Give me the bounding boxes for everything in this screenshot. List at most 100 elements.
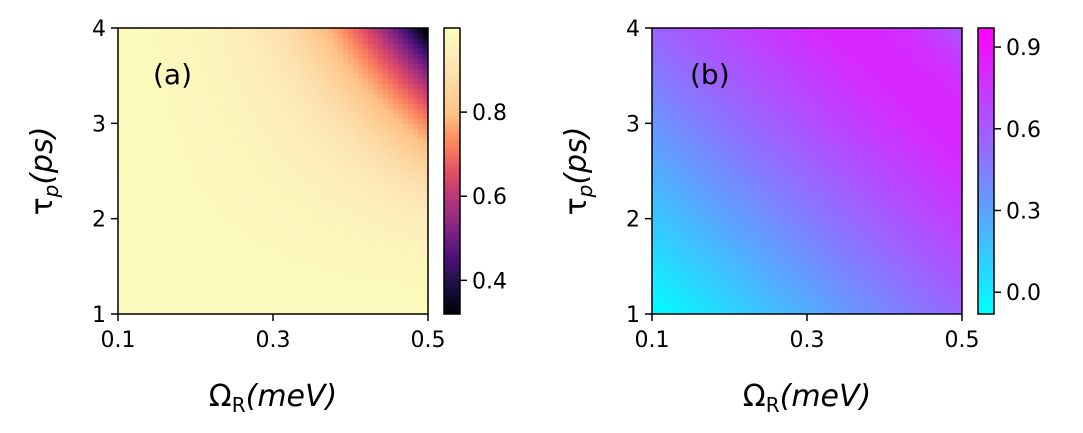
heatmap-cell [687, 278, 693, 285]
heatmap-cell [193, 118, 199, 124]
heatmap-cell [173, 168, 179, 175]
heatmap-cell [328, 308, 334, 314]
heatmap-cell [183, 103, 189, 109]
heatmap-cell [722, 198, 728, 205]
heatmap-cell [188, 248, 194, 255]
heatmap-cell [757, 143, 763, 150]
heatmap-cell [707, 193, 713, 200]
heatmap-cell [712, 268, 718, 275]
heatmap-cell [298, 28, 304, 34]
heatmap-cell [143, 128, 149, 134]
heatmap-cell [363, 58, 369, 64]
heatmap-cell [158, 188, 164, 195]
heatmap-cell [118, 58, 124, 64]
heatmap-cell [767, 258, 773, 265]
heatmap-cell [732, 68, 738, 74]
heatmap-cell [143, 158, 149, 165]
heatmap-cell [128, 178, 134, 185]
heatmap-cell [308, 133, 314, 139]
heatmap-cell [732, 123, 738, 129]
heatmap-cell [238, 113, 244, 119]
heatmap-cell [253, 178, 259, 185]
heatmap-cell [153, 233, 159, 240]
heatmap-cell [298, 148, 304, 155]
heatmap-cell [752, 133, 758, 139]
heatmap-cell [318, 258, 324, 265]
heatmap-cell [218, 143, 224, 150]
heatmap-cell [168, 148, 174, 155]
heatmap-cell [747, 288, 753, 295]
heatmap-cell [388, 273, 394, 280]
heatmap-cell [273, 293, 279, 300]
heatmap-cell [233, 153, 239, 160]
heatmap-cell [393, 183, 399, 190]
heatmap-cell [348, 63, 354, 69]
heatmap-cell [143, 218, 149, 225]
heatmap-cell [168, 218, 174, 225]
heatmap-cell [198, 248, 204, 255]
heatmap-cell [343, 178, 349, 185]
heatmap-cell [198, 73, 204, 79]
heatmap-cell [223, 68, 229, 74]
heatmap-cell [178, 223, 184, 230]
heatmap-cell [258, 98, 264, 104]
heatmap-cell [148, 208, 154, 215]
heatmap-cell [213, 303, 219, 310]
heatmap-cell [398, 53, 404, 59]
heatmap-cell [737, 308, 743, 314]
heatmap-cell [747, 243, 753, 250]
heatmap-cell [188, 98, 194, 104]
heatmap-cell [358, 268, 364, 275]
heatmap-cell [343, 28, 349, 34]
heatmap-cell [168, 308, 174, 314]
heatmap-cell [772, 208, 778, 215]
heatmap-cell [263, 248, 269, 255]
heatmap-cell [163, 238, 169, 245]
heatmap-cell [153, 63, 159, 69]
heatmap-cell [398, 78, 404, 84]
heatmap-cell [138, 153, 144, 160]
heatmap-cell [338, 273, 344, 280]
heatmap-cell [123, 178, 129, 185]
heatmap-cell [408, 38, 414, 44]
heatmap-cell [128, 148, 134, 155]
heatmap-cell [248, 33, 254, 39]
heatmap-cell [148, 283, 154, 290]
heatmap-cell [343, 248, 349, 255]
heatmap-cell [203, 288, 209, 295]
heatmap-cell [353, 198, 359, 205]
heatmap-cell [158, 198, 164, 205]
heatmap-cell [298, 163, 304, 170]
heatmap-cell [677, 68, 683, 74]
heatmap-cell [243, 238, 249, 245]
heatmap-cell [383, 133, 389, 139]
heatmap-cell [353, 88, 359, 94]
heatmap-cell [278, 203, 284, 210]
heatmap-cell [657, 268, 663, 275]
heatmap-cell [158, 248, 164, 255]
heatmap-cell [408, 238, 414, 245]
heatmap-cell [672, 253, 678, 260]
heatmap-cell [697, 108, 703, 114]
heatmap-cell [248, 288, 254, 295]
heatmap-cell [268, 263, 274, 270]
heatmap-cell [213, 268, 219, 275]
heatmap-cell [413, 103, 419, 109]
heatmap-cell [183, 268, 189, 275]
heatmap-cell [273, 28, 279, 34]
heatmap-cell [253, 273, 259, 280]
heatmap-cell [273, 68, 279, 74]
heatmap-cell [133, 98, 139, 104]
heatmap-cell [313, 268, 319, 275]
heatmap-cell [118, 118, 124, 124]
heatmap-cell [418, 158, 424, 165]
heatmap-cell [737, 178, 743, 185]
heatmap-cell [308, 203, 314, 210]
heatmap-cell [288, 178, 294, 185]
heatmap-cell [757, 188, 763, 195]
heatmap-cell [707, 93, 713, 99]
heatmap-cell [258, 283, 264, 290]
heatmap-cell [273, 203, 279, 210]
heatmap-cell [692, 148, 698, 155]
